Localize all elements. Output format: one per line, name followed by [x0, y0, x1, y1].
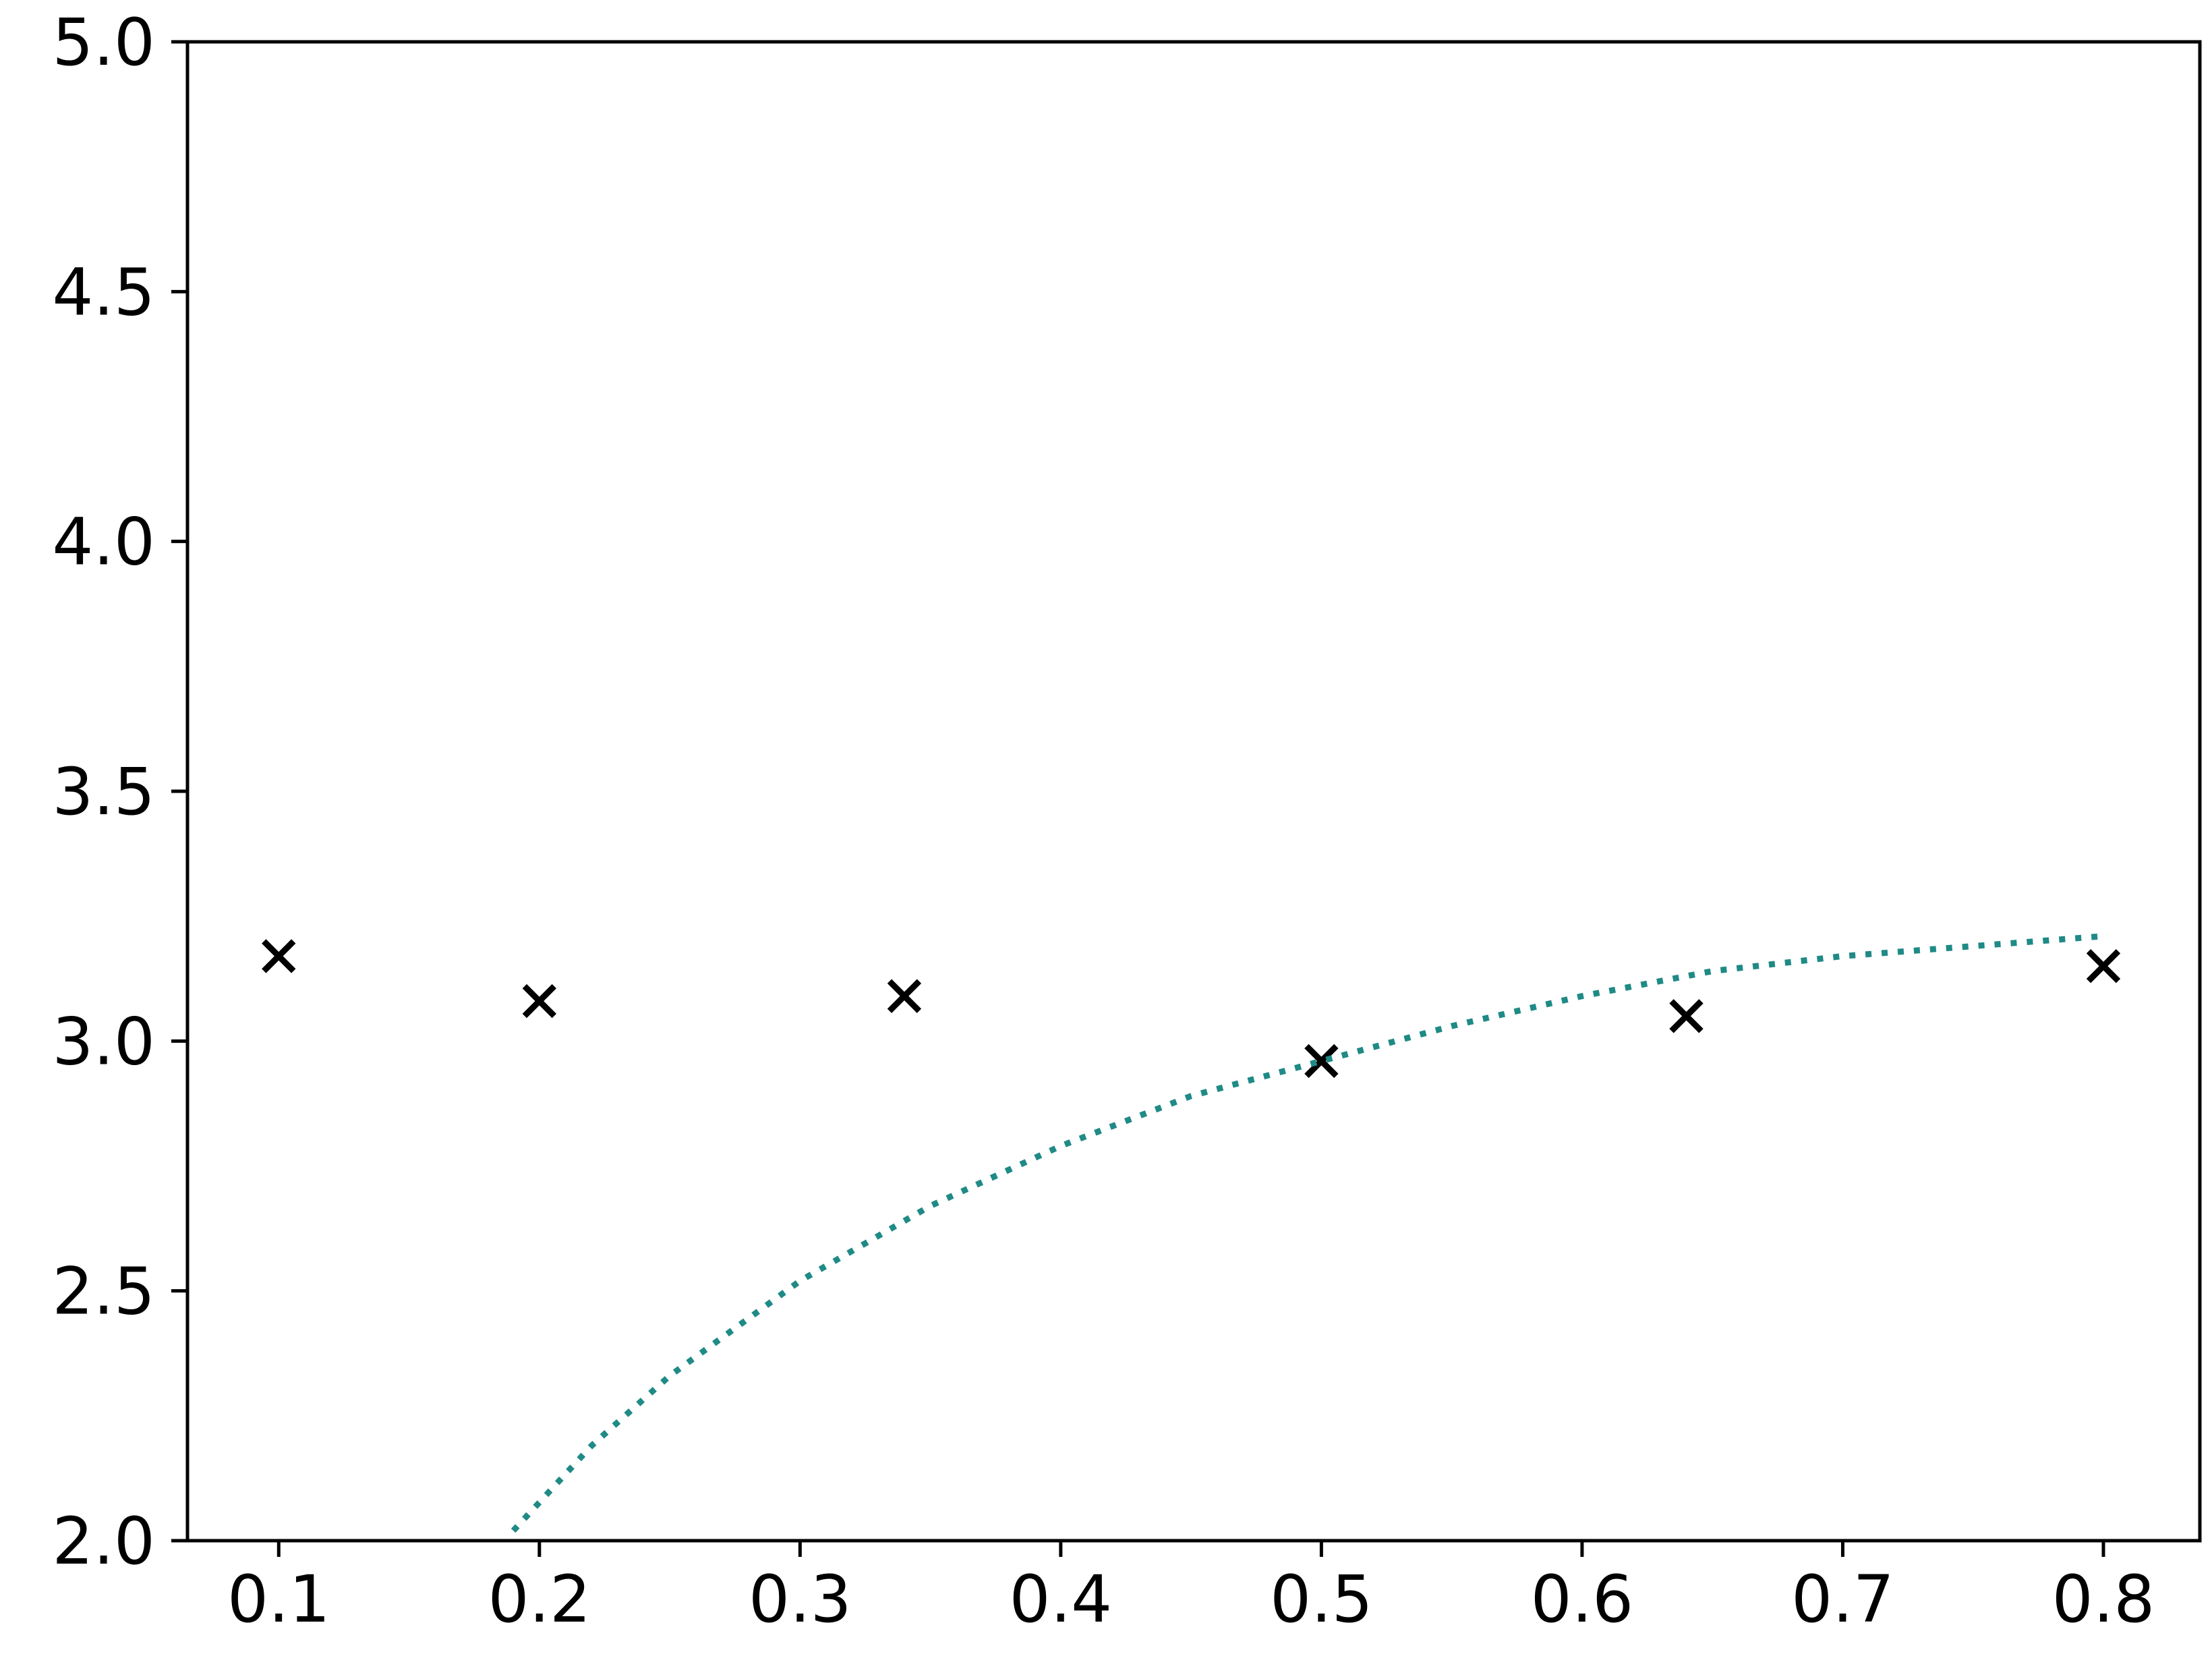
data-point-marker — [887, 979, 922, 1013]
y-tick-label: 2.5 — [52, 1254, 155, 1330]
marker-stroke — [262, 939, 296, 973]
x-tick-label: 0.3 — [749, 1562, 852, 1637]
data-point-marker — [1669, 999, 1704, 1033]
y-tick-label: 3.0 — [52, 1004, 155, 1079]
y-tick-label: 4.5 — [52, 254, 155, 330]
x-tick-label: 0.8 — [2052, 1562, 2155, 1637]
x-tick-label: 0.2 — [488, 1562, 591, 1637]
data-point-marker — [1304, 1044, 1339, 1079]
axes: 0.1 0.2 0.3 0.4 0.5 0.6 0.7 0.8 2.0 2.5 3.0 3.5 4.0 4… — [52, 5, 2202, 1637]
x-tick-label: 0.5 — [1270, 1562, 1373, 1637]
x-tick-label: 0.1 — [227, 1562, 330, 1637]
y-tick-label: 2.0 — [52, 1504, 155, 1579]
fit-curve-line — [511, 933, 2104, 1533]
plot-content — [262, 933, 2121, 1533]
y-tick-label: 3.5 — [52, 754, 155, 830]
marker-stroke — [1669, 999, 1704, 1033]
data-point-marker — [522, 983, 556, 1019]
x-tick-label: 0.7 — [1791, 1562, 1894, 1637]
y-tick-label: 4.0 — [52, 505, 155, 580]
x-tick-label: 0.6 — [1531, 1562, 1634, 1637]
plot-area — [262, 933, 2121, 1533]
marker-stroke — [1304, 1044, 1339, 1079]
marker-stroke — [522, 983, 556, 1019]
data-point-marker — [262, 939, 296, 973]
x-tick-label: 0.4 — [1010, 1562, 1113, 1637]
marker-stroke — [2086, 949, 2121, 983]
marker-stroke — [887, 979, 922, 1013]
y-tick-label: 5.0 — [52, 5, 155, 80]
data-point-marker — [2086, 949, 2121, 983]
